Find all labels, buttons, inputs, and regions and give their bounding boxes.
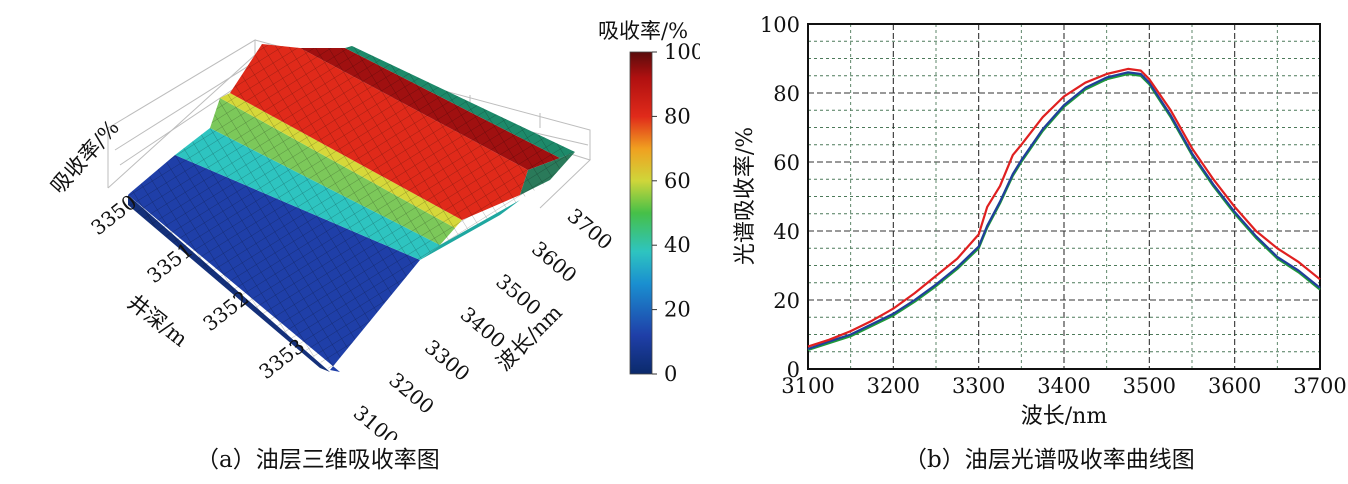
caption-a: （a）油层三维吸收率图 bbox=[196, 447, 440, 473]
colorbar-ticks: 100 80 60 40 20 0 bbox=[652, 40, 704, 386]
colorbar-tick-label: 20 bbox=[664, 298, 691, 322]
chart-grid bbox=[808, 24, 1320, 369]
colorbar-tick-label: 80 bbox=[664, 104, 691, 128]
y-tick-label: 0 bbox=[787, 358, 800, 382]
y-axis-label: 光谱吸收率/% bbox=[733, 127, 758, 265]
y-tick-label: 80 bbox=[773, 82, 800, 106]
x-tick-label: 3300 bbox=[952, 374, 1005, 398]
x-tick-label: 3500 bbox=[1123, 374, 1176, 398]
line-chart: 0 20 40 60 80 100 3100 3200 3300 3400 3500 3600 370… bbox=[733, 13, 1347, 429]
series-line bbox=[807, 67, 1321, 348]
colorbar bbox=[629, 51, 653, 375]
series-line bbox=[807, 71, 1321, 351]
y-tick-label: 20 bbox=[773, 289, 800, 313]
surface-chart-panel: 吸收率/% 3350 3351 3352 3353 井深/m 3100 3200 3300… bbox=[46, 19, 704, 473]
colorbar-tick-label: 100 bbox=[664, 40, 700, 64]
wavelength-tick-label: 3200 bbox=[384, 368, 438, 419]
colorbar-tick-label: 60 bbox=[664, 169, 691, 193]
x-tick-label: 3400 bbox=[1037, 374, 1090, 398]
x-tick-label: 3100 bbox=[781, 374, 834, 398]
colorbar-label: 吸收率/% bbox=[598, 19, 688, 43]
wavelength-tick-label: 3100 bbox=[349, 400, 403, 440]
colorbar-tick-label: 0 bbox=[664, 362, 677, 386]
x-tick-label: 3600 bbox=[1208, 374, 1261, 398]
surface-ylabel: 井深/m bbox=[123, 290, 192, 351]
x-tick-label: 3200 bbox=[867, 374, 920, 398]
wavelength-tick-label: 3300 bbox=[420, 335, 474, 386]
y-tick-label: 40 bbox=[773, 220, 800, 244]
surface-zlabel: 吸收率/% bbox=[46, 115, 124, 198]
wavelength-tick-label: 3400 bbox=[456, 302, 510, 353]
x-axis-label: 波长/nm bbox=[1021, 404, 1108, 429]
y-axis-ticks: 0 20 40 60 80 100 bbox=[760, 13, 800, 382]
wavelength-tick-label: 3700 bbox=[563, 203, 617, 254]
caption-b: （b）油层光谱吸收率曲线图 bbox=[904, 447, 1195, 473]
x-axis-ticks: 3100 3200 3300 3400 3500 3600 3700 bbox=[781, 374, 1346, 398]
colorbar-tick-label: 40 bbox=[664, 233, 691, 257]
plot-frame bbox=[807, 23, 1321, 370]
surface-mesh bbox=[128, 44, 575, 372]
y-tick-label: 100 bbox=[760, 13, 800, 37]
wavelength-tick-label: 3600 bbox=[527, 236, 581, 287]
y-tick-label: 60 bbox=[773, 151, 800, 175]
chart-series bbox=[807, 67, 1321, 352]
x-tick-label: 3700 bbox=[1293, 374, 1346, 398]
line-chart-panel: 0 20 40 60 80 100 3100 3200 3300 3400 3500 3600 370… bbox=[700, 0, 1348, 484]
